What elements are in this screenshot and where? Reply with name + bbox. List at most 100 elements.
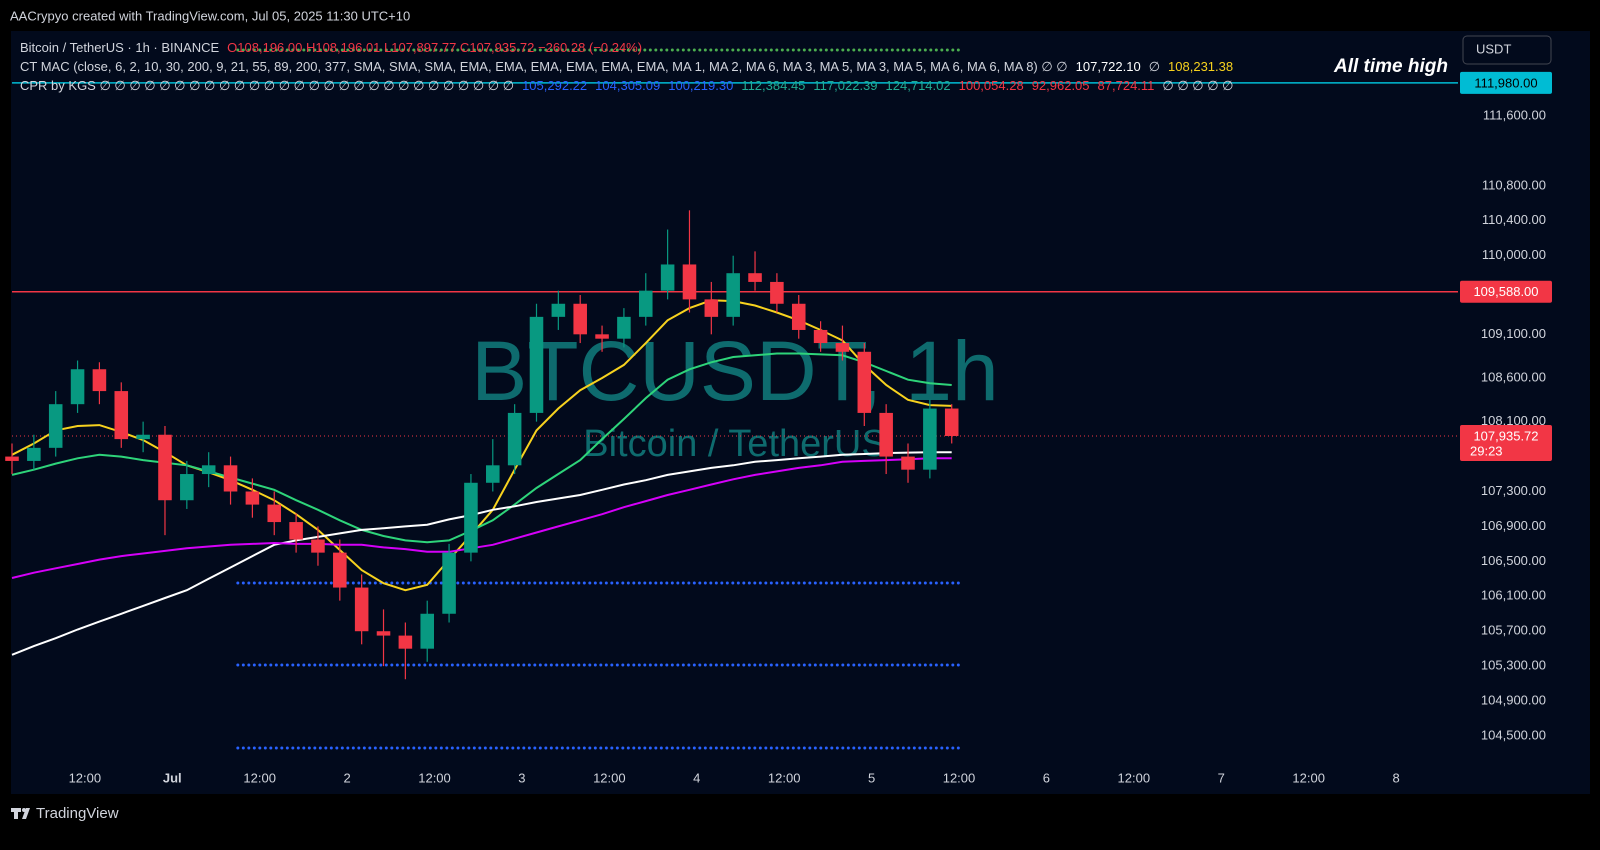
- y-tick-label: 105,700.00: [1481, 623, 1546, 638]
- legend-row: Bitcoin / TetherUS · 1h · BINANCE O108,19…: [20, 40, 642, 55]
- candle-body: [682, 264, 697, 300]
- legend-row: CT MAC (close, 6, 2, 10, 30, 200, 9, 21,…: [20, 59, 1233, 74]
- x-tick-label: 8: [1392, 770, 1399, 785]
- candle-body: [27, 447, 41, 461]
- candle-body: [595, 334, 609, 339]
- x-tick-label: 12:00: [1118, 770, 1151, 785]
- candle-body: [289, 522, 303, 540]
- candle-body: [267, 504, 282, 523]
- x-tick-label: 12:00: [69, 770, 102, 785]
- candle-body: [5, 456, 19, 461]
- candle-body: [879, 412, 893, 457]
- candle-body: [573, 303, 587, 335]
- candle-body: [420, 613, 434, 649]
- x-tick-label: 12:00: [243, 770, 276, 785]
- y-tick-label: 106,500.00: [1481, 553, 1546, 568]
- candle-body: [704, 299, 719, 317]
- annotation: All time high: [1333, 56, 1448, 77]
- x-tick-label: 2: [343, 770, 350, 785]
- legend-item: 104,305.09: [595, 78, 660, 93]
- candle-body: [311, 539, 325, 553]
- watermark-symbol: BTCUSDT, 1h: [471, 324, 998, 418]
- y-tick-label: 110,800.00: [1482, 177, 1546, 192]
- candle-body: [376, 631, 391, 636]
- x-tick-label: 12:00: [768, 770, 801, 785]
- candle-body: [180, 474, 194, 501]
- y-tick-label: 111,600.00: [1483, 107, 1546, 122]
- candle-body: [201, 465, 216, 475]
- y-tick-label: 104,900.00: [1481, 693, 1546, 708]
- countdown: 29:23: [1470, 443, 1503, 458]
- currency[interactable]: USDT: [1476, 41, 1511, 56]
- candle-body: [70, 369, 85, 405]
- watermark-name: Bitcoin / TetherUS: [583, 423, 886, 465]
- y-tick-label: 105,300.00: [1481, 658, 1546, 673]
- candle-body: [333, 552, 347, 588]
- candle-body: [136, 434, 150, 440]
- candle-body: [48, 404, 63, 448]
- candle-body: [442, 552, 456, 614]
- price-tag: [1460, 280, 1552, 303]
- price-tag-label: 109,588.00: [1473, 284, 1538, 299]
- legend-item: 108,231.38: [1168, 59, 1233, 74]
- candle-body: [835, 343, 850, 352]
- last-price-tag: [1460, 424, 1552, 461]
- x-tick-label: Jul: [163, 770, 182, 785]
- y-tick-label: 106,900.00: [1481, 518, 1546, 533]
- legend-row: CPR by KGS ∅ ∅ ∅ ∅ ∅ ∅ ∅ ∅ ∅ ∅ ∅ ∅ ∅ ∅ ∅…: [20, 78, 1233, 93]
- brand: TradingView: [36, 805, 119, 822]
- logo-dot: [22, 808, 26, 812]
- logo: [11, 808, 30, 819]
- legend-item: 92,962.05: [1032, 78, 1090, 93]
- credit: AACrypyo created with TradingView.com, J…: [10, 8, 410, 23]
- candle-body: [354, 587, 369, 632]
- legend-item: 100,054.28: [959, 78, 1024, 93]
- x-tick-label: 7: [1218, 770, 1225, 785]
- currency-button[interactable]: [1462, 35, 1552, 65]
- y-tick-label: 108,600.00: [1481, 369, 1546, 384]
- legend-item: 117,022.39: [813, 78, 877, 93]
- x-tick-label: 12:00: [943, 770, 976, 785]
- legend-item: ∅: [1149, 59, 1160, 74]
- candle-body: [551, 303, 566, 317]
- legend-item: 124,714.02: [886, 78, 951, 93]
- ma-line: [11, 457, 952, 579]
- candle-body: [507, 412, 522, 466]
- candle-body: [158, 434, 172, 501]
- legend-item: 87,724.11: [1098, 78, 1155, 93]
- x-tick-label: 4: [693, 770, 700, 785]
- candle-body: [813, 329, 828, 344]
- plot: [5, 48, 1458, 750]
- legend-item: 105,292.22: [522, 78, 587, 93]
- y-tick-label: 104,500.00: [1481, 727, 1546, 742]
- x-tick-label: 6: [1043, 770, 1050, 785]
- legend-item: O108,196.00 H108,196.01 L107,897.77 C107…: [227, 40, 642, 55]
- y-tick-label: 110,400.00: [1482, 212, 1546, 227]
- y-tick-label: 107,300.00: [1481, 483, 1546, 498]
- candle-body: [791, 303, 806, 330]
- candle-body: [92, 369, 107, 392]
- candle-body: [529, 316, 544, 413]
- candle-body: [726, 273, 740, 317]
- x-tick-label: 5: [868, 770, 875, 785]
- ma-line: [11, 451, 952, 656]
- y-tick-label: 106,100.00: [1481, 588, 1546, 603]
- legend: Bitcoin / TetherUS · 1h · BINANCE O108,19…: [20, 40, 1233, 93]
- candle-body: [923, 408, 937, 470]
- legend-item: CPR by KGS ∅ ∅ ∅ ∅ ∅ ∅ ∅ ∅ ∅ ∅ ∅ ∅ ∅ ∅ ∅…: [20, 78, 514, 93]
- candle-body: [660, 264, 675, 291]
- legend-item: 112,384.45: [741, 78, 805, 93]
- legend-item: 107,722.10: [1076, 59, 1141, 74]
- price-tag-label: 111,980.00: [1474, 75, 1537, 90]
- candle-body: [638, 290, 653, 317]
- y-tick-label: 108,100.00: [1481, 413, 1546, 428]
- last-price-label: 107,935.72: [1473, 428, 1538, 443]
- candle-body: [770, 281, 784, 304]
- watermark: BTCUSDT, 1h Bitcoin / TetherUS: [471, 324, 998, 465]
- candle-body: [245, 491, 260, 505]
- x-tick-label: 12:00: [418, 770, 451, 785]
- legend-item: CT MAC (close, 6, 2, 10, 30, 200, 9, 21,…: [20, 59, 1068, 74]
- candle-body: [944, 408, 959, 436]
- x-tick-label: 12:00: [1292, 770, 1325, 785]
